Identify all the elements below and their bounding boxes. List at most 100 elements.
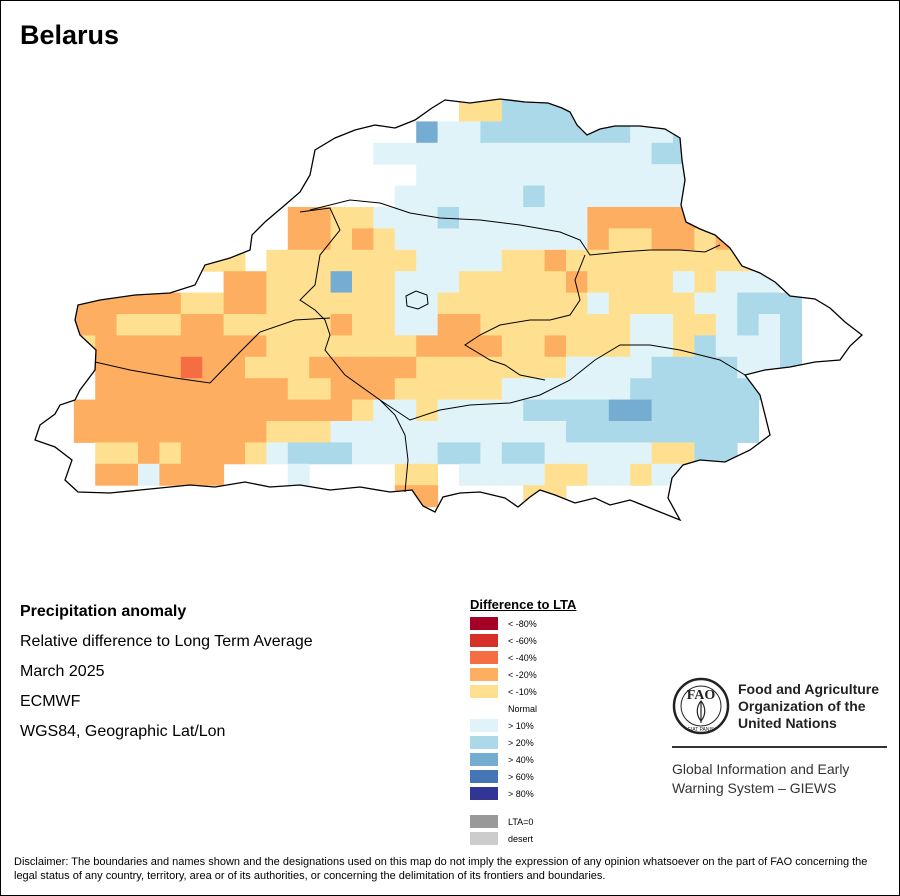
legend-swatch xyxy=(470,651,498,664)
anomaly-cell xyxy=(544,399,567,422)
anomaly-cell xyxy=(309,271,332,294)
anomaly-cell xyxy=(245,335,267,358)
anomaly-cell xyxy=(630,399,653,422)
anomaly-cell xyxy=(223,271,246,294)
anomaly-cell xyxy=(480,100,503,122)
disclaimer: Disclaimer: The boundaries and names sho… xyxy=(14,856,868,882)
anomaly-cell xyxy=(287,335,310,358)
anomaly-cell xyxy=(758,185,781,208)
anomaly-cell xyxy=(394,292,417,315)
anomaly-cell xyxy=(116,421,139,443)
anomaly-cell xyxy=(95,399,118,422)
anomaly-cell xyxy=(630,292,653,315)
anomaly-cell xyxy=(373,356,396,379)
anomaly-cell xyxy=(480,421,503,443)
anomaly-cell xyxy=(501,185,524,208)
anomaly-cell xyxy=(630,442,653,465)
anomaly-cell xyxy=(95,421,118,443)
anomaly-cell xyxy=(373,442,396,465)
anomaly-cell xyxy=(437,121,460,144)
anomaly-cell xyxy=(480,249,503,272)
anomaly-cell xyxy=(352,228,374,251)
anomaly-cell xyxy=(352,271,374,294)
anomaly-cell xyxy=(673,249,695,272)
anomaly-cell xyxy=(459,314,481,336)
anomaly-cell xyxy=(651,271,674,294)
anomaly-cell xyxy=(416,164,439,187)
anomaly-cell xyxy=(459,164,481,187)
anomaly-cell xyxy=(437,314,460,336)
anomaly-cell xyxy=(544,207,567,229)
anomaly-cell xyxy=(501,399,524,422)
region-border-minsk-east xyxy=(464,254,586,381)
anomaly-cell xyxy=(544,121,567,144)
anomaly-cell xyxy=(501,142,524,165)
anomaly-cell xyxy=(544,164,567,187)
anomaly-cell xyxy=(630,249,653,272)
anomaly-cell xyxy=(138,378,160,401)
anomaly-cell xyxy=(287,228,310,251)
legend-item: > 10% xyxy=(470,719,534,732)
anomaly-cell xyxy=(566,314,588,336)
anomaly-cell xyxy=(651,228,674,251)
anomaly-cell xyxy=(416,207,439,229)
anomaly-cell xyxy=(245,314,267,336)
anomaly-cell xyxy=(480,335,503,358)
anomaly-cell xyxy=(437,378,460,401)
anomaly-cell xyxy=(587,463,610,486)
anomaly-cell xyxy=(352,399,374,422)
anomaly-cell xyxy=(73,314,96,336)
legend-label: < -40% xyxy=(508,652,537,663)
anomaly-cell xyxy=(116,292,139,315)
region-border-west xyxy=(299,207,409,493)
anomaly-cell xyxy=(245,442,267,465)
anomaly-cell xyxy=(587,100,610,122)
anomaly-cell xyxy=(630,314,653,336)
anomaly-cell xyxy=(587,249,610,272)
anomaly-cell xyxy=(673,356,695,379)
minsk-city-border xyxy=(405,290,429,310)
anomaly-cell xyxy=(202,335,225,358)
anomaly-cell xyxy=(523,100,546,122)
anomaly-cell xyxy=(416,228,439,251)
anomaly-cell xyxy=(523,463,546,486)
anomaly-cell xyxy=(587,292,610,315)
anomaly-cell xyxy=(544,356,567,379)
anomaly-cell xyxy=(116,442,139,465)
anomaly-cell xyxy=(501,100,524,122)
anomaly-cell xyxy=(651,378,674,401)
legend-item: < -80% xyxy=(470,617,537,630)
anomaly-cell xyxy=(694,356,717,379)
anomaly-cell xyxy=(651,314,674,336)
anomaly-cell xyxy=(566,207,588,229)
legend-label: < -80% xyxy=(508,618,537,629)
anomaly-cell xyxy=(459,421,481,443)
anomaly-cell xyxy=(715,292,738,315)
legend-label: > 40% xyxy=(508,754,534,765)
anomaly-cell xyxy=(180,356,203,379)
anomaly-cell xyxy=(566,228,588,251)
anomaly-cell xyxy=(566,463,588,486)
anomaly-cell xyxy=(138,442,160,465)
legend-item: > 40% xyxy=(470,753,534,766)
anomaly-cell xyxy=(587,207,610,229)
anomaly-cell xyxy=(501,292,524,315)
anomaly-cell xyxy=(202,292,225,315)
info-heading: Precipitation anomaly xyxy=(20,603,187,620)
anomaly-cell xyxy=(673,399,695,422)
anomaly-cell xyxy=(544,378,567,401)
anomaly-cell xyxy=(737,271,760,294)
anomaly-cell xyxy=(608,228,631,251)
anomaly-cell xyxy=(501,335,524,358)
legend-swatch xyxy=(470,787,498,800)
anomaly-cell xyxy=(245,292,267,315)
anomaly-cell xyxy=(737,314,760,336)
anomaly-cell xyxy=(673,442,695,465)
anomaly-cell xyxy=(309,314,332,336)
anomaly-cell xyxy=(608,399,631,422)
anomaly-cell xyxy=(630,121,653,144)
anomaly-cell xyxy=(608,121,631,144)
anomaly-cell xyxy=(459,121,481,144)
anomaly-cell xyxy=(608,421,631,443)
anomaly-cell xyxy=(758,249,781,272)
